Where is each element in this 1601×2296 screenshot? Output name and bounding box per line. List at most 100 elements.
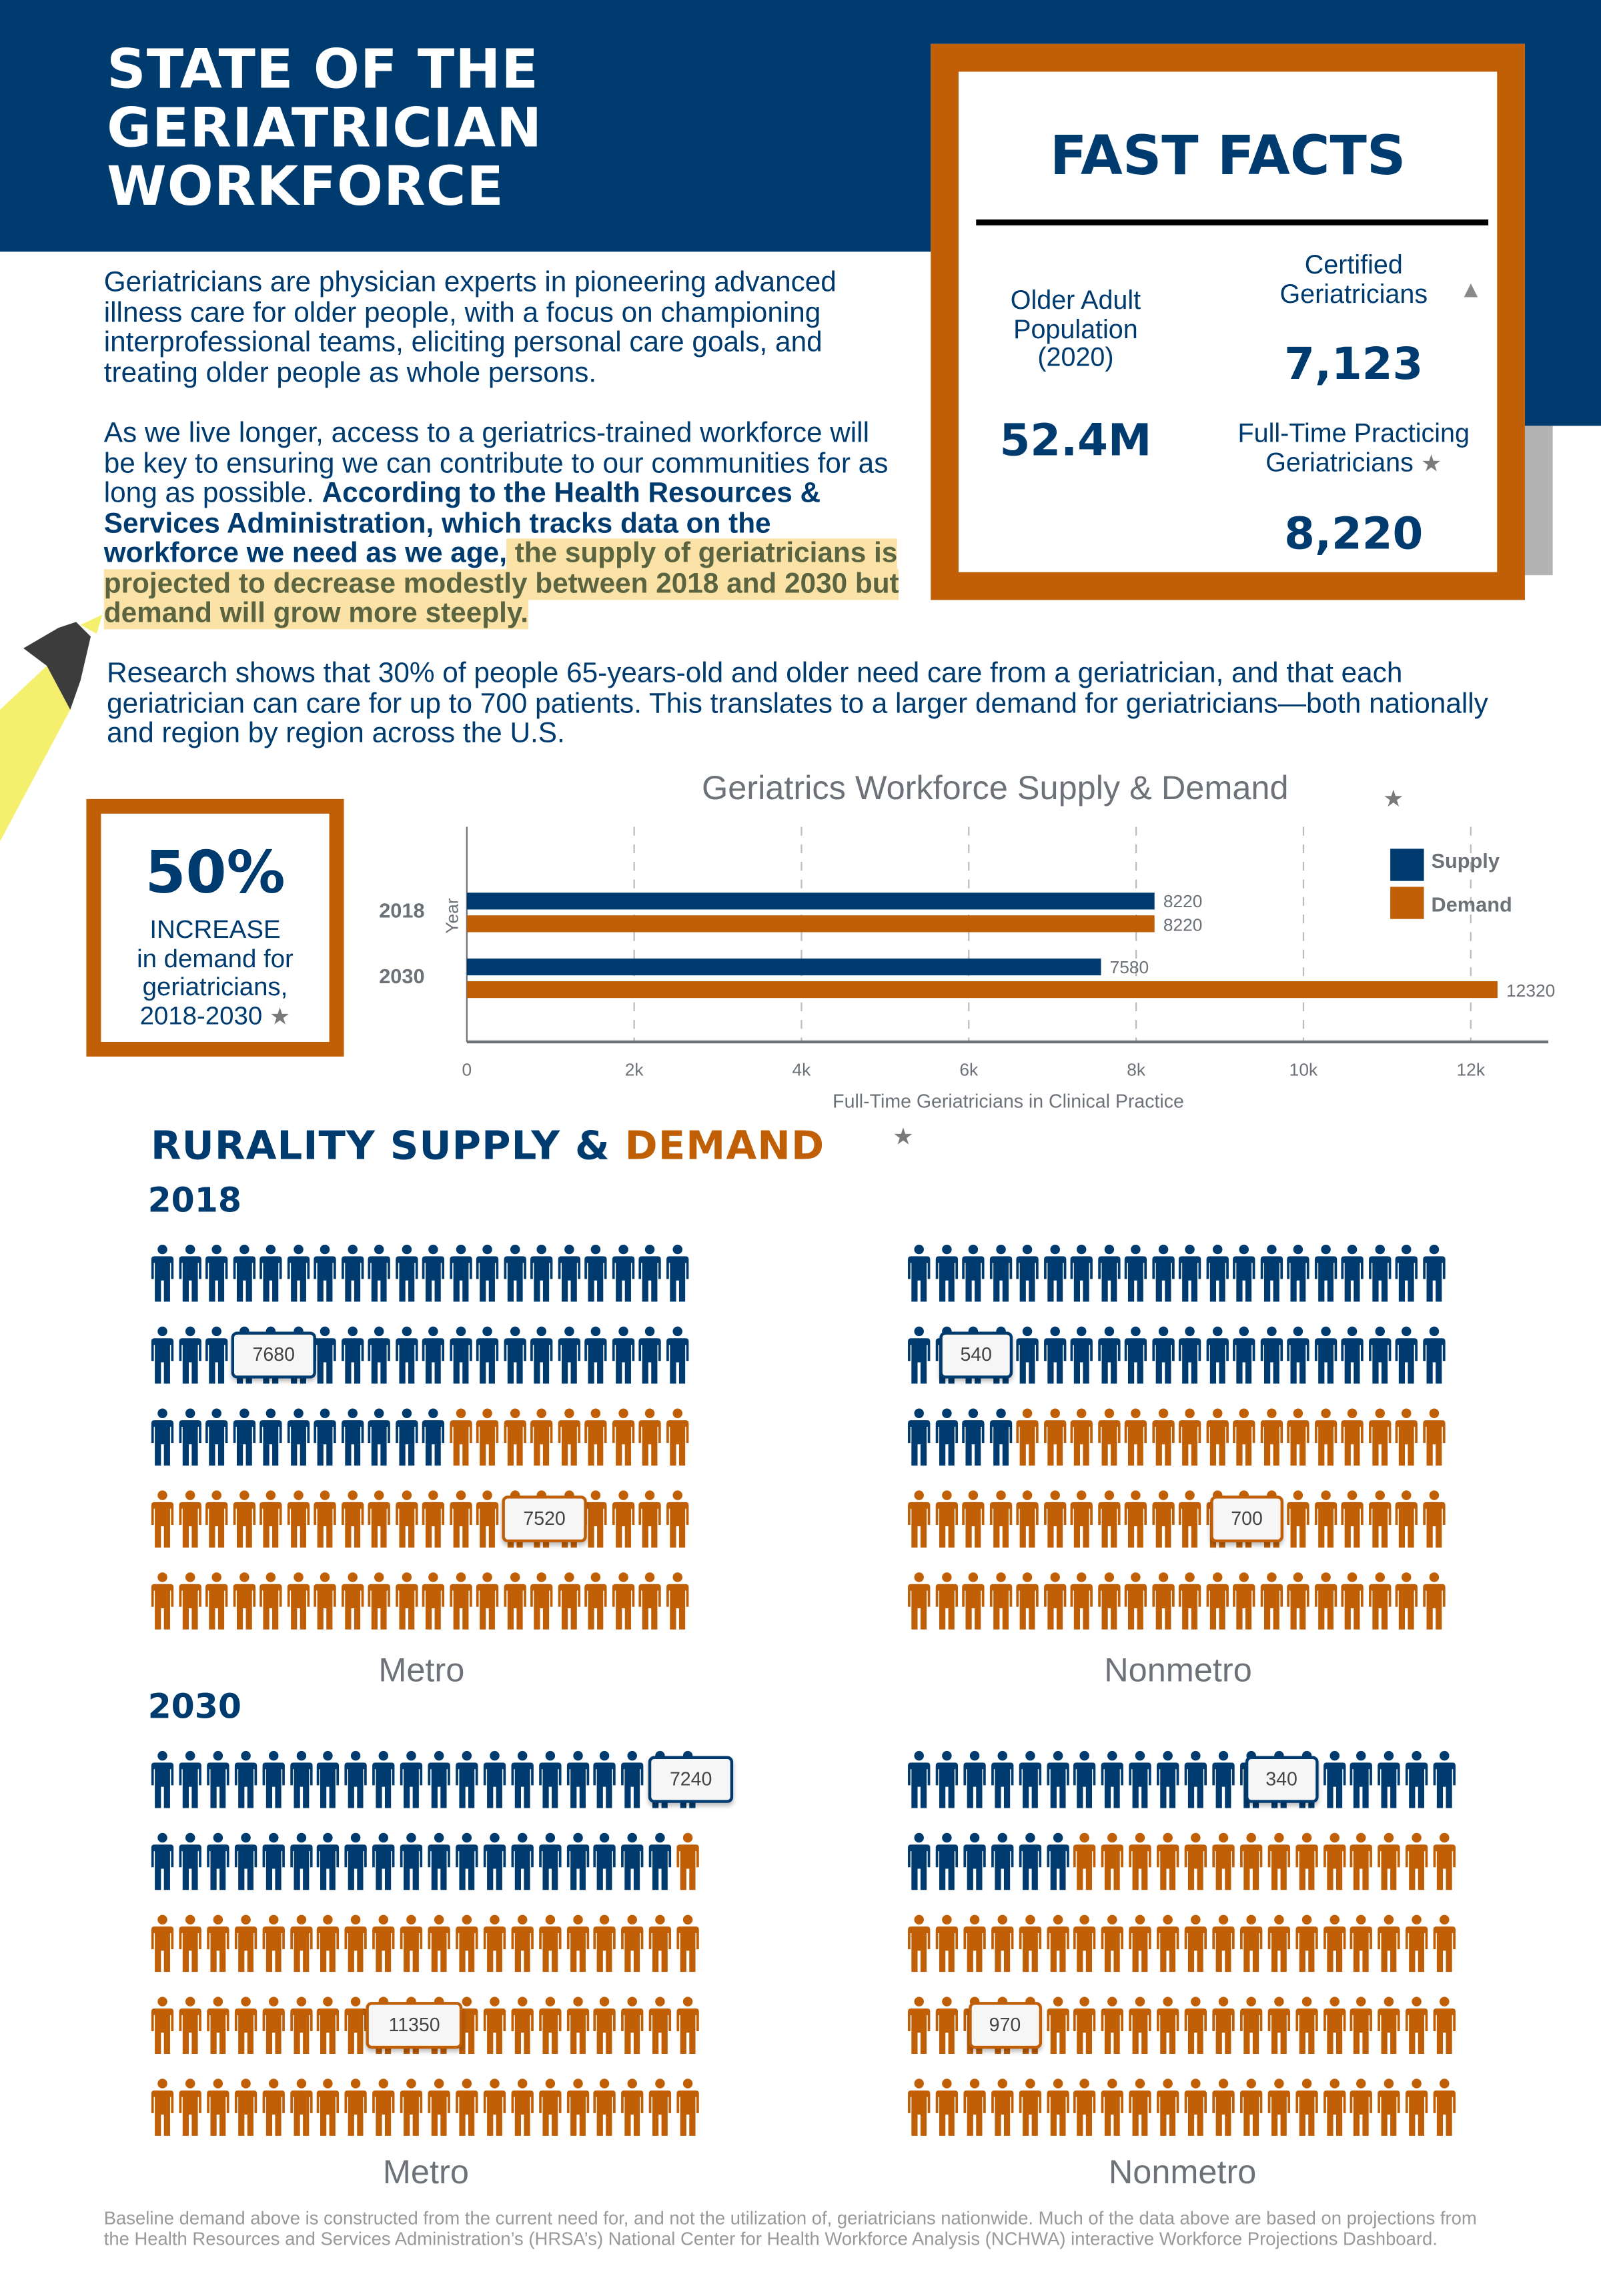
person-icon-demand xyxy=(1267,1914,1290,1972)
person-icon-demand xyxy=(151,1490,174,1548)
label-line: geriatricians, xyxy=(142,971,288,1001)
person-icon-supply xyxy=(1395,1244,1418,1303)
person-icon-demand xyxy=(1156,2078,1179,2137)
person-icon-supply xyxy=(344,1750,368,1809)
research-paragraph: Research shows that 30% of people 65-yea… xyxy=(107,658,1488,750)
certified-label: Certified Geriatricians ▲ xyxy=(1237,251,1482,309)
person-icon-supply xyxy=(1101,1750,1124,1809)
person-icon-supply xyxy=(1070,1244,1093,1303)
box-shadow xyxy=(1524,426,1553,576)
supply-value-tooltip: 340 xyxy=(1245,1756,1318,1803)
person-icon-demand xyxy=(1313,1407,1337,1466)
person-icon-supply xyxy=(584,1244,607,1303)
person-icon-supply xyxy=(1395,1326,1418,1385)
person-icon-demand xyxy=(1239,1914,1263,1972)
star-icon: ★ xyxy=(269,1005,291,1030)
person-icon-demand xyxy=(1018,1914,1041,1972)
intro-paragraph: Geriatricians are physician experts in p… xyxy=(103,267,837,389)
person-icon-supply xyxy=(400,1750,423,1809)
person-icon-demand xyxy=(1378,1832,1401,1891)
person-icon-supply xyxy=(233,1750,257,1809)
person-icon-supply xyxy=(455,1750,478,1809)
person-icon-supply xyxy=(935,1832,959,1891)
title-line: WORKFORCE xyxy=(107,155,504,218)
person-icon-demand xyxy=(1070,1490,1093,1548)
person-icon-supply xyxy=(648,1832,672,1891)
person-icon-demand xyxy=(1286,1407,1309,1466)
person-icon-demand xyxy=(676,1996,700,2055)
person-icon-supply xyxy=(448,1326,472,1385)
person-icon-demand xyxy=(1015,1572,1039,1630)
person-icon-demand xyxy=(676,1832,700,1891)
person-icon-supply xyxy=(368,1244,391,1303)
person-icon-supply xyxy=(1124,1326,1147,1385)
person-icon-demand xyxy=(178,1914,201,1972)
person-icon-demand xyxy=(232,1490,255,1548)
person-icon-supply xyxy=(538,1750,561,1809)
person-icon-supply xyxy=(313,1244,336,1303)
person-icon-demand xyxy=(1156,1996,1179,2055)
person-icon-demand xyxy=(1073,1996,1097,2055)
person-icon-demand xyxy=(1205,1407,1229,1466)
person-icon-supply xyxy=(232,1407,255,1466)
person-icon-demand xyxy=(1239,1832,1263,1891)
person-icon-demand xyxy=(448,1490,472,1548)
person-icon-demand xyxy=(233,1914,257,1972)
footnote: Baseline demand above is constructed fro… xyxy=(103,2208,1477,2249)
person-icon-demand xyxy=(593,1914,616,1972)
person-icon-demand xyxy=(289,1914,312,1972)
person-icon-demand xyxy=(178,1996,201,2055)
person-icon-supply xyxy=(1129,1750,1152,1809)
person-icon-demand xyxy=(961,1490,985,1548)
region-label: Nonmetro xyxy=(1104,1650,1252,1689)
person-icon-demand xyxy=(1239,1996,1263,2055)
person-icon-supply xyxy=(1045,1750,1069,1809)
person-icon-demand xyxy=(259,1572,282,1630)
person-icon-supply xyxy=(1205,1244,1229,1303)
x-tick-label: 2k xyxy=(624,1059,644,1081)
person-icon-demand xyxy=(232,1572,255,1630)
person-icon-demand xyxy=(1405,1996,1428,2055)
person-icon-supply xyxy=(205,1244,228,1303)
label-line: Full-Time Practicing xyxy=(1237,418,1470,448)
title-line: STATE OF THE xyxy=(107,38,539,101)
person-icon-supply xyxy=(1015,1244,1039,1303)
person-icon-demand xyxy=(422,1572,445,1630)
person-icon-demand xyxy=(1322,2078,1346,2137)
header-band-extension xyxy=(1522,0,1601,426)
person-icon-demand xyxy=(1045,1996,1069,2055)
person-icon-demand xyxy=(313,1572,336,1630)
person-icon-demand xyxy=(1015,1407,1039,1466)
person-icon-supply xyxy=(621,1832,644,1891)
person-icon-supply xyxy=(991,1750,1014,1809)
person-icon-demand xyxy=(1151,1490,1174,1548)
person-icon-demand xyxy=(476,1407,499,1466)
person-icon-supply xyxy=(907,1832,931,1891)
star-icon: ★ xyxy=(1383,787,1404,812)
person-icon-demand xyxy=(483,2078,506,2137)
person-icon-demand xyxy=(1378,1914,1401,1972)
person-icon-demand xyxy=(151,1572,174,1630)
y-axis-label: Year xyxy=(442,898,463,934)
person-icon-demand xyxy=(503,1572,526,1630)
bar-demand-2018 xyxy=(466,915,1155,933)
person-icon-supply xyxy=(178,1407,201,1466)
person-icon-supply xyxy=(476,1244,499,1303)
person-icon-demand xyxy=(510,2078,534,2137)
region-label: Metro xyxy=(378,1650,465,1689)
person-icon-demand xyxy=(394,1490,418,1548)
person-icon-supply xyxy=(1341,1326,1364,1385)
bar-supply-2018 xyxy=(466,893,1155,910)
person-icon-supply xyxy=(1184,1750,1207,1809)
person-icon-demand xyxy=(1322,1996,1346,2055)
person-icon-demand xyxy=(317,2078,340,2137)
person-icon-supply xyxy=(455,1832,478,1891)
person-icon-demand xyxy=(400,2078,423,2137)
rurality-title: RURALITY SUPPLY & DEMAND xyxy=(151,1124,825,1169)
person-icon-demand xyxy=(1350,2078,1374,2137)
person-icon-supply xyxy=(289,1750,312,1809)
person-icon-supply xyxy=(344,1832,368,1891)
person-icon-demand xyxy=(205,1572,228,1630)
person-icon-supply xyxy=(1286,1244,1309,1303)
person-icon-supply xyxy=(372,1750,396,1809)
